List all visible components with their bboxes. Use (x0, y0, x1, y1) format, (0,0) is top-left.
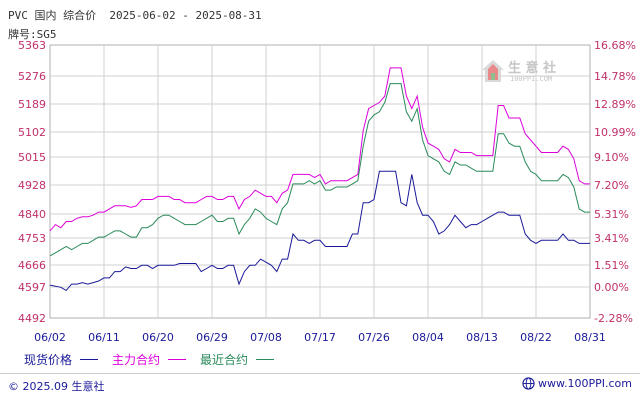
y-left-tick-label: 4840 (18, 208, 46, 221)
y-right-tick-label: 12.89% (594, 98, 636, 111)
watermark-url: 100PPI.COM (510, 75, 553, 83)
x-tick-label: 07/26 (358, 331, 390, 344)
y-right-tick-label: 1.51% (594, 259, 629, 272)
y-right-tick-label: 7.20% (594, 179, 629, 192)
nearest-contract-line (49, 83, 590, 257)
legend: 现货价格 主力合约 最近合约 (24, 351, 288, 368)
spot-price-line (49, 170, 590, 292)
legend-label-spot: 现货价格 (24, 352, 73, 367)
footer-website-label: www.100PPI.com (538, 377, 632, 390)
x-tick-label: 06/29 (196, 331, 228, 344)
globe-icon (522, 377, 535, 390)
x-tick-label: 06/11 (88, 331, 120, 344)
chart-title: PVC 国内 综合价 2025-06-02 - 2025-08-31 (8, 9, 262, 22)
y-right-tick-label: 0.00% (594, 281, 629, 294)
x-tick-label: 08/13 (466, 331, 498, 344)
main-contract-line (49, 67, 590, 232)
legend-label-main-contract: 主力合约 (112, 352, 161, 367)
x-tick-label: 06/02 (34, 331, 66, 344)
y-left-tick-label: 5276 (18, 70, 46, 83)
y-right-tick-label: 5.31% (594, 208, 629, 221)
y-left-tick-label: 4753 (18, 232, 46, 245)
y-left-tick-label: 4597 (18, 281, 46, 294)
grade-label: 牌号:SG5 (8, 28, 57, 41)
legend-swatch-main-contract (168, 358, 187, 360)
y-right-tick-label: -2.28% (594, 312, 633, 325)
watermark-house-icon (482, 60, 504, 82)
x-tick-label: 07/17 (304, 331, 336, 344)
y-left-tick-label: 4492 (18, 312, 46, 325)
y-left-tick-label: 4666 (18, 259, 46, 272)
footer-website[interactable]: www.100PPI.com (522, 377, 632, 390)
y-right-tick-label: 9.10% (594, 151, 629, 164)
legend-item-nearest-contract: 最近合约 (200, 351, 275, 368)
y-right-tick-label: 16.68% (594, 39, 636, 52)
x-tick-label: 08/04 (412, 331, 444, 344)
legend-swatch-nearest-contract (256, 358, 275, 360)
legend-label-nearest-contract: 最近合约 (200, 352, 249, 367)
x-tick-label: 06/20 (142, 331, 174, 344)
watermark: 生 意 社 100PPI.COM (480, 56, 580, 90)
x-tick-label: 08/22 (520, 331, 552, 344)
y-left-tick-label: 5102 (18, 126, 46, 139)
legend-item-spot: 现货价格 (24, 351, 99, 368)
legend-swatch-spot (80, 358, 99, 360)
x-tick-label: 07/08 (250, 331, 282, 344)
y-left-tick-label: 5015 (18, 151, 46, 164)
y-right-tick-label: 14.78% (594, 70, 636, 83)
watermark-text: 生 意 社 (508, 61, 557, 76)
y-left-tick-label: 5189 (18, 98, 46, 111)
footer-divider (0, 373, 640, 374)
y-left-tick-label: 5363 (18, 39, 46, 52)
x-tick-label: 08/31 (574, 331, 606, 344)
y-right-tick-label: 3.41% (594, 232, 629, 245)
legend-item-main-contract: 主力合约 (112, 351, 187, 368)
y-left-tick-label: 4928 (18, 179, 46, 192)
y-right-tick-label: 10.99% (594, 126, 636, 139)
footer-copyright: © 2025.09 生意社 (8, 380, 105, 393)
